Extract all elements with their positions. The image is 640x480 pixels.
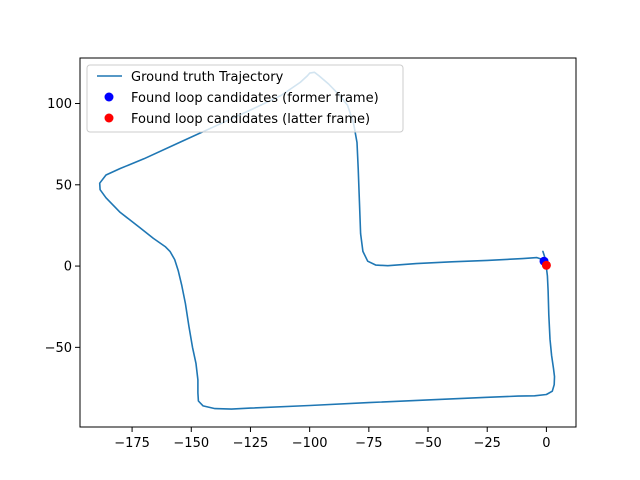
- latter-frame-point: [541, 260, 551, 270]
- legend-marker-former-frame: [104, 92, 114, 102]
- x-tick-label: −175: [114, 436, 150, 451]
- x-tick-label: 0: [542, 436, 550, 451]
- legend-marker-latter-frame: [104, 113, 114, 123]
- legend-label-latter-frame: Found loop candidates (latter frame): [131, 112, 370, 127]
- series-layer: [98, 71, 556, 410]
- trajectory-line: [98, 71, 556, 410]
- y-tick-label: −50: [45, 341, 72, 356]
- legend-label-former-frame: Found loop candidates (former frame): [131, 91, 379, 106]
- y-tick-label: 50: [55, 178, 72, 193]
- x-tick-label: −150: [173, 436, 209, 451]
- legend: Ground truth Trajectory Found loop candi…: [86, 64, 404, 133]
- x-tick-label: −50: [414, 436, 441, 451]
- legend-label-trajectory: Ground truth Trajectory: [131, 70, 284, 85]
- x-tick-label: −125: [233, 436, 269, 451]
- legend-box: [86, 64, 404, 133]
- y-axis-ticks: −50 0 50 100: [45, 97, 80, 356]
- x-tick-label: −75: [355, 436, 382, 451]
- y-tick-label: 100: [47, 97, 72, 112]
- x-tick-label: −25: [473, 436, 500, 451]
- x-tick-label: −100: [292, 436, 328, 451]
- y-tick-label: 0: [64, 260, 72, 275]
- x-axis-ticks: −175 −150 −125 −100 −75 −50 −25 0: [114, 427, 551, 451]
